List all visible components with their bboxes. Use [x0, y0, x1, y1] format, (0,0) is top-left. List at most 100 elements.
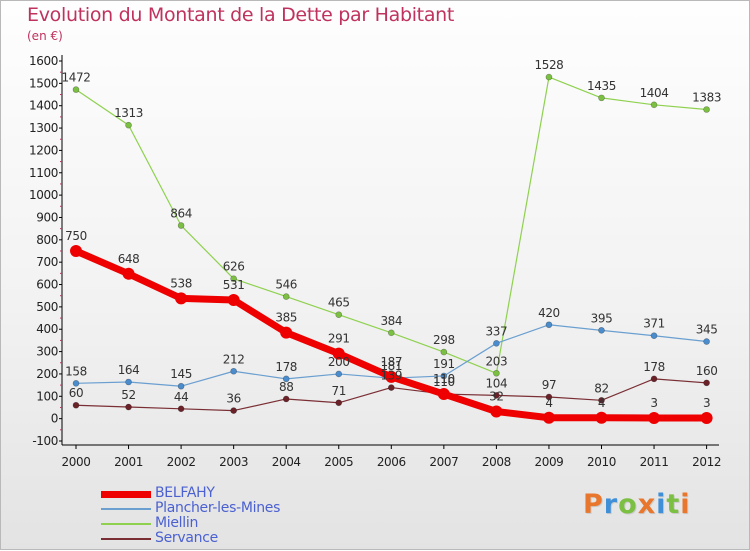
data-point-belfahy	[332, 347, 345, 360]
data-point-belfahy	[437, 388, 450, 401]
data-label-belfahy: 531	[223, 278, 245, 292]
data-point-plancher-les-mines	[335, 370, 343, 378]
data-label-servance: 44	[174, 390, 188, 404]
data-point-plancher-les-mines	[177, 382, 185, 390]
x-tick-label: 2003	[219, 455, 248, 469]
data-point-miellin	[177, 222, 185, 229]
data-label-miellin: 626	[223, 260, 245, 274]
data-label-belfahy: 648	[118, 252, 140, 266]
data-label-belfahy: 750	[65, 229, 87, 243]
y-tick-label: 100	[36, 389, 58, 403]
x-tick-label: 2012	[692, 455, 721, 469]
data-label-plancher-les-mines: 164	[118, 363, 140, 377]
data-point-miellin	[387, 329, 395, 337]
x-tick-label: 2005	[324, 455, 353, 469]
data-label-miellin: 1528	[534, 58, 563, 72]
data-point-belfahy	[175, 292, 188, 305]
data-point-belfahy	[227, 293, 240, 306]
data-point-plancher-les-mines	[230, 367, 237, 375]
y-tick-label: 600	[36, 278, 58, 292]
data-label-servance: 178	[643, 360, 665, 374]
data-label-servance: 110	[433, 375, 455, 389]
data-point-servance	[335, 399, 343, 407]
y-tick-label: 1000	[29, 188, 58, 202]
data-label-miellin: 203	[486, 354, 508, 368]
y-tick-label: 400	[36, 322, 58, 336]
x-tick-label: 2011	[640, 455, 669, 469]
data-label-miellin: 1435	[587, 79, 616, 93]
data-point-belfahy	[122, 267, 135, 280]
data-label-belfahy: 538	[170, 276, 192, 290]
x-tick-label: 2010	[587, 455, 616, 469]
data-label-belfahy: 3	[703, 396, 710, 410]
data-label-plancher-les-mines: 158	[65, 364, 87, 378]
data-point-miellin	[493, 369, 500, 377]
y-tick-label: 1100	[29, 166, 58, 180]
data-point-miellin	[440, 348, 448, 356]
y-tick-label: 1600	[29, 54, 58, 68]
y-tick-label: 300	[36, 345, 58, 359]
data-point-belfahy	[595, 411, 608, 424]
x-tick-label: 2001	[114, 455, 143, 469]
data-point-servance	[72, 401, 80, 409]
data-label-miellin: 384	[380, 314, 402, 328]
data-point-miellin	[545, 73, 553, 81]
data-point-belfahy	[70, 245, 82, 257]
data-label-servance: 60	[69, 386, 83, 400]
data-label-miellin: 1313	[114, 106, 143, 120]
data-point-servance	[387, 384, 395, 391]
data-label-belfahy: 4	[598, 396, 605, 410]
data-label-plancher-les-mines: 178	[275, 360, 297, 374]
legend-swatch	[101, 538, 151, 540]
data-point-belfahy	[542, 411, 555, 424]
y-tick-label: 700	[36, 255, 58, 269]
data-point-servance	[282, 395, 290, 403]
legend-label: Plancher-les-Mines	[155, 500, 281, 516]
data-point-plancher-les-mines	[650, 332, 658, 340]
series-line-servance	[75, 378, 708, 412]
data-point-plancher-les-mines	[72, 380, 80, 387]
data-point-belfahy	[648, 411, 661, 424]
logo-letter: i	[680, 489, 691, 520]
x-tick-label: 2009	[534, 455, 563, 469]
data-label-servance: 139	[380, 369, 402, 383]
data-point-plancher-les-mines	[703, 338, 710, 345]
data-label-servance: 104	[486, 376, 508, 390]
chart-title: Evolution du Montant de la Dette par Hab…	[27, 4, 455, 26]
data-label-belfahy: 32	[489, 389, 503, 403]
data-label-servance: 82	[594, 381, 608, 395]
data-label-miellin: 546	[275, 278, 297, 292]
data-label-belfahy: 187	[380, 355, 402, 369]
data-point-belfahy	[280, 326, 293, 339]
data-point-miellin	[703, 106, 710, 113]
chart-subtitle: (en €)	[27, 29, 63, 43]
data-point-servance	[703, 379, 710, 387]
data-label-servance: 36	[226, 392, 240, 406]
data-point-miellin	[125, 121, 132, 129]
data-label-belfahy: 385	[275, 311, 297, 325]
proxiti-logo: Proxiti	[583, 489, 691, 520]
data-point-servance	[598, 397, 605, 404]
data-point-belfahy	[490, 405, 503, 418]
data-point-plancher-les-mines	[493, 340, 500, 347]
data-label-servance: 160	[696, 364, 718, 378]
data-point-belfahy	[385, 370, 398, 383]
data-point-miellin	[598, 94, 605, 102]
data-label-miellin: 298	[433, 333, 455, 347]
x-tick-label: 2008	[482, 455, 511, 469]
logo-letter: t	[666, 489, 681, 520]
legend-swatch	[101, 508, 151, 510]
legend-label: Miellin	[155, 515, 199, 531]
data-point-belfahy	[700, 411, 713, 424]
y-tick-label: 200	[36, 367, 58, 381]
data-point-miellin	[230, 275, 237, 283]
data-label-plancher-les-mines: 371	[643, 317, 665, 331]
data-label-belfahy: 110	[433, 372, 455, 386]
logo-letter: o	[618, 489, 638, 520]
data-point-plancher-les-mines	[282, 375, 290, 383]
data-point-servance	[650, 375, 658, 383]
x-tick-label: 2004	[272, 455, 301, 469]
data-label-plancher-les-mines: 181	[380, 359, 402, 373]
